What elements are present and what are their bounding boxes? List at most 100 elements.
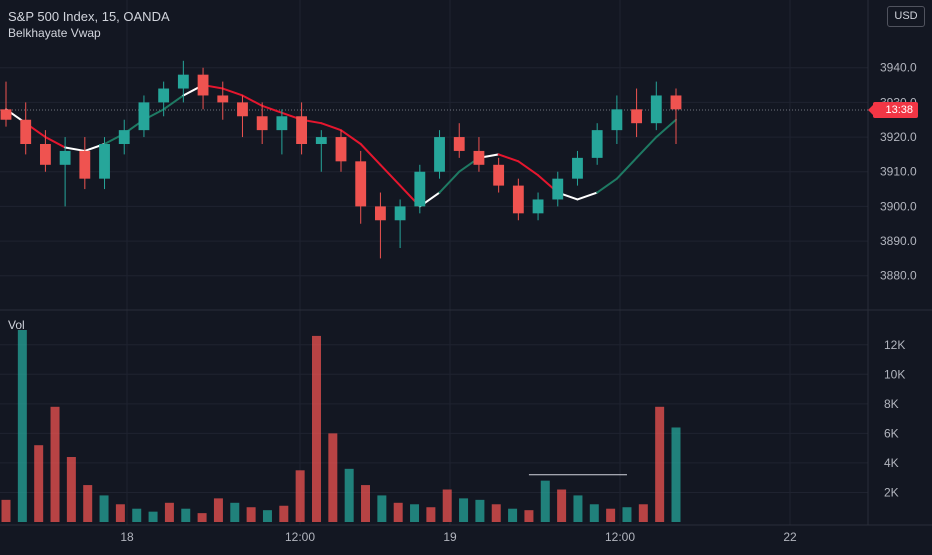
volume-bar [655,406,665,522]
volume-bar [557,489,567,522]
volume-bar [491,504,501,522]
vwap-segment [64,146,86,152]
candle-body [335,137,347,162]
vwap-segment [44,136,67,149]
candle-body [158,88,170,103]
vwap-segment [438,170,461,194]
volume-bar [311,335,321,522]
vwap-segment [162,94,185,111]
currency-button[interactable]: USD [887,6,925,27]
last-price-tag: 13:38 [868,102,918,119]
x-tick-label: 12:00 [605,530,635,544]
candle-body [296,116,308,144]
vwap-segment [497,153,520,163]
candle-body [611,109,623,131]
volume-bar [377,495,387,522]
pane-separators [0,0,932,526]
x-tick-label: 19 [443,530,457,544]
candle-body [670,95,682,110]
volume-bar [508,508,518,522]
volume-bar [573,495,583,522]
vwap-segment [517,160,540,177]
vol-tick-label: 10K [884,367,905,381]
volume-axis-labels: 2K 4K 6K 8K 10K 12K [884,338,905,500]
vwap-segment [596,177,618,194]
vwap-segment [576,191,599,201]
volume-bar [622,507,632,522]
volume-bar [148,511,158,522]
grid-lines [0,0,868,525]
candle-body [59,150,71,165]
volume-bar [459,498,469,522]
candle-body [217,95,229,103]
volume-bar [66,457,76,522]
volume-bar [328,433,338,522]
candle-body [414,171,426,207]
candle-body [79,150,91,179]
y-tick-label: 3940.0 [880,61,917,75]
volume-pane-label[interactable]: Vol [8,318,25,332]
vwap-segment [635,136,658,159]
candle-body [39,144,51,165]
volume-bar [671,427,681,522]
candle-body [276,116,288,131]
volume-bar [17,330,27,522]
volume-bar [279,505,289,522]
vwap-segment [241,94,264,107]
volume-bar [197,513,207,522]
vol-tick-label: 4K [884,456,899,470]
volume-bar [132,508,142,522]
vwap-segment [221,87,244,97]
volume-bar [213,498,223,522]
volume-bar [181,508,191,522]
candle-body [394,206,406,221]
candle-body [512,185,524,214]
x-tick-label: 12:00 [285,530,315,544]
volume-bar [606,508,616,522]
vol-tick-label: 8K [884,397,899,411]
vwap-segment [379,163,402,187]
volume-bar [524,510,534,522]
volume-bar [83,485,93,522]
volume-bar [442,489,452,522]
volume-bar [393,502,403,522]
indicator-label[interactable]: Belkhayate Vwap [8,26,101,40]
price-axis-labels: 3880.03890.03900.03910.03920.03930.03940… [880,61,917,283]
volume-bar [589,504,599,522]
candle-body [532,199,544,214]
candle-body [0,109,12,120]
candle-body [434,137,445,172]
volume-bar [99,495,109,522]
y-tick-label: 3880.0 [880,269,917,283]
candle-body [99,144,110,179]
candle-body [493,164,505,186]
candle-body [237,102,248,117]
vwap-segment [261,104,283,114]
chart-title[interactable]: S&P 500 Index, 15, OANDA [8,9,170,24]
candle-body [473,150,485,165]
vwap-segment [340,129,362,145]
volume-bar [262,510,272,522]
candle-body [20,119,32,144]
volume-bar [50,406,60,522]
candle-body [552,178,564,200]
candle-body [177,74,189,89]
vwap-segment [359,143,382,166]
volume-bar [164,502,174,522]
candle-body [591,130,603,158]
time-axis-labels: 18 12:00 19 12:00 22 [120,530,797,544]
candle-body [355,161,367,207]
volume-bar [540,480,550,522]
candle-body [197,74,209,96]
x-tick-label: 22 [783,530,797,544]
volume-bar [426,507,436,522]
volume-bar [1,499,11,522]
volume-bar [230,502,240,522]
candle-body [572,157,583,179]
y-tick-label: 3900.0 [880,199,917,213]
candle-body [650,95,662,124]
volume-bar [246,507,256,522]
candle-body [374,206,386,221]
